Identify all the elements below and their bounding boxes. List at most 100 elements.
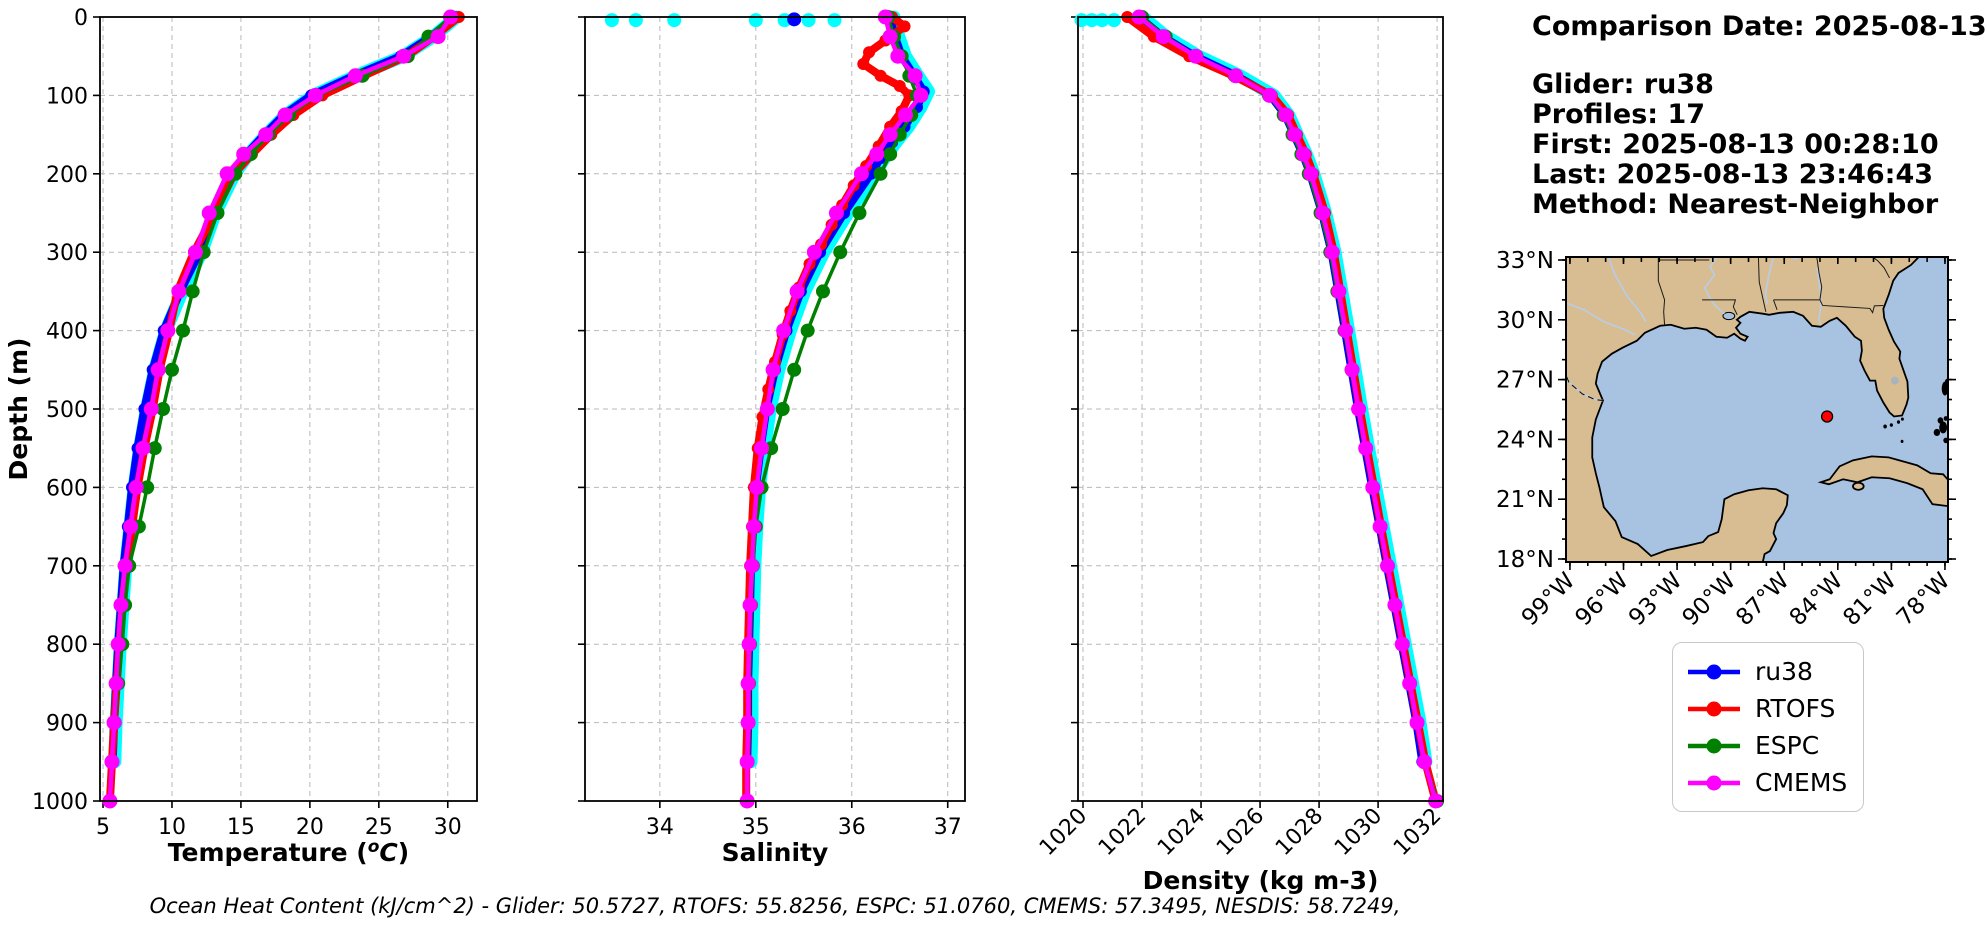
map-lat-label: 27°N	[1496, 368, 1554, 394]
info-first: First: 2025-08-13 00:28:10	[1532, 129, 1939, 160]
svg-text:36: 36	[838, 815, 866, 840]
info-method: Method: Nearest-Neighbor	[1532, 189, 1939, 220]
map-lon-label: 96°W	[1570, 568, 1633, 631]
density-plot: 1020 1022 1024 1026 1028 1030 1032 Density (kg …	[1035, 9, 1446, 895]
florida-keys	[1883, 417, 1904, 429]
legend-line-sample	[1688, 664, 1740, 679]
map-lat-label: 18°N	[1496, 547, 1554, 573]
state-border-la-ms	[1702, 300, 1737, 315]
density-axis-label: Density (kg m-3)	[1143, 866, 1379, 895]
map-lat-label: 30°N	[1496, 308, 1554, 334]
svg-text:34: 34	[646, 815, 674, 840]
state-border-al-ga	[1816, 254, 1821, 300]
legend-item-ESPC: ESPC	[1685, 727, 1847, 764]
svg-text:20: 20	[296, 815, 324, 840]
svg-text:1028: 1028	[1271, 804, 1328, 861]
density-ru38-line	[1135, 13, 1427, 766]
profile-plots-canvas: 5 10 15 20 25 3001002003004005006007008009001…	[4, 6, 1446, 895]
svg-text:300: 300	[46, 241, 88, 266]
salinity-ru38-surface-outlier-scatter	[787, 12, 802, 27]
state-border-fl-al-west	[1773, 300, 1777, 310]
temperature-CMEMS-markers	[102, 9, 459, 809]
map-lon-label: 90°W	[1678, 568, 1741, 631]
trinity-river	[1607, 254, 1645, 322]
svg-text:1030: 1030	[1330, 804, 1387, 861]
salinity-glider-surface-outliers-scatter	[604, 13, 842, 28]
map-lat-label: 24°N	[1496, 427, 1554, 453]
gulf-of-mexico-map: 33°N 30°N 27°N 24°N 21°N 18°N99°W96°W93°W90°W…	[1496, 248, 1956, 631]
svg-text:1020: 1020	[1035, 804, 1092, 861]
lake-okeechobee	[1890, 376, 1899, 385]
legend-label: RTOFS	[1755, 694, 1836, 723]
depth-axis-label: Depth (m)	[4, 338, 33, 481]
svg-text:1022: 1022	[1094, 804, 1151, 861]
glider-location-marker	[1820, 410, 1834, 423]
legend-label: CMEMS	[1755, 768, 1848, 797]
svg-text:1000: 1000	[32, 790, 88, 815]
info-glider: Glider: ru38	[1532, 69, 1714, 100]
legend-label: ESPC	[1755, 731, 1820, 760]
map-lat-label: 33°N	[1496, 248, 1554, 274]
density-CMEMS-markers	[1131, 9, 1444, 809]
legend-line-sample	[1688, 775, 1740, 790]
mississippi-river	[1705, 254, 1725, 314]
map-lon-label: 84°W	[1785, 568, 1848, 631]
cuba-landmass	[1821, 456, 1948, 506]
north-america-landmass	[1566, 257, 1922, 562]
lake-pontchartrain	[1723, 312, 1735, 319]
info-last: Last: 2025-08-13 23:46:43	[1532, 159, 1934, 190]
map-lon-label: 78°W	[1892, 568, 1955, 631]
svg-text:10: 10	[158, 815, 186, 840]
apalachicola-river	[1817, 268, 1821, 325]
svg-text:1024: 1024	[1153, 804, 1210, 861]
svg-text:400: 400	[46, 320, 88, 345]
temperature-plot: 5 10 15 20 25 3001002003004005006007008009001…	[4, 6, 478, 867]
svg-text:0: 0	[74, 6, 88, 31]
comparison-date: Comparison Date: 2025-08-13	[1532, 11, 1987, 42]
svg-text:1032: 1032	[1389, 804, 1446, 861]
bahamas-islands	[1900, 378, 1948, 444]
svg-text:600: 600	[46, 476, 88, 501]
temperature-axis-label: Temperature (oC)	[168, 837, 409, 867]
legend-label: ru38	[1755, 657, 1813, 686]
map-lon-label: 81°W	[1838, 568, 1901, 631]
map-lon-label: 99°W	[1517, 568, 1580, 631]
map-lat-label: 21°N	[1496, 487, 1554, 513]
state-border-ms-al	[1758, 254, 1765, 312]
density-RTOFS-line	[1123, 13, 1440, 805]
svg-text:700: 700	[46, 555, 88, 580]
info-profiles: Profiles: 17	[1532, 99, 1706, 130]
brazos-river	[1563, 302, 1635, 335]
svg-text:200: 200	[46, 163, 88, 188]
salinity-plot: 34 35 36 37 Salinity	[578, 9, 966, 867]
ohc-caption: Ocean Heat Content (kJ/cm^2) - Glider: 5…	[149, 894, 1401, 918]
legend-item-RTOFS: RTOFS	[1685, 690, 1847, 727]
isla-juventud	[1853, 483, 1864, 490]
svg-text:5: 5	[96, 815, 110, 840]
svg-text:500: 500	[46, 398, 88, 423]
svg-text:37: 37	[934, 815, 962, 840]
info-spacer	[1532, 42, 1987, 70]
density-glider-surface-outliers-scatter	[1074, 13, 1121, 28]
map-lon-label: 93°W	[1624, 568, 1687, 631]
legend: ru38 RTOFS ESPC CMEMS	[1672, 642, 1865, 812]
density-glider-envelope-line	[1136, 10, 1433, 769]
map-lon-label: 87°W	[1731, 568, 1794, 631]
svg-text:1026: 1026	[1212, 804, 1269, 861]
svg-text:800: 800	[46, 633, 88, 658]
salinity-CMEMS-markers	[739, 9, 929, 809]
svg-text:30: 30	[434, 815, 462, 840]
legend-item-ru38: ru38	[1685, 653, 1847, 690]
tennessee-river	[1784, 254, 1805, 259]
state-border-fl-al-ga	[1773, 300, 1883, 313]
svg-text:35: 35	[742, 815, 770, 840]
svg-text:15: 15	[227, 815, 255, 840]
svg-text:900: 900	[46, 712, 88, 737]
density-ru38-markers	[1133, 11, 1429, 768]
state-border-tx-la	[1658, 254, 1664, 325]
salinity-axis-label: Salinity	[722, 838, 829, 867]
info-panel: Comparison Date: 2025-08-13 Glider: ru38…	[1532, 12, 1987, 220]
svg-text:25: 25	[365, 815, 393, 840]
legend-line-sample	[1688, 738, 1740, 753]
svg-text:100: 100	[46, 84, 88, 109]
